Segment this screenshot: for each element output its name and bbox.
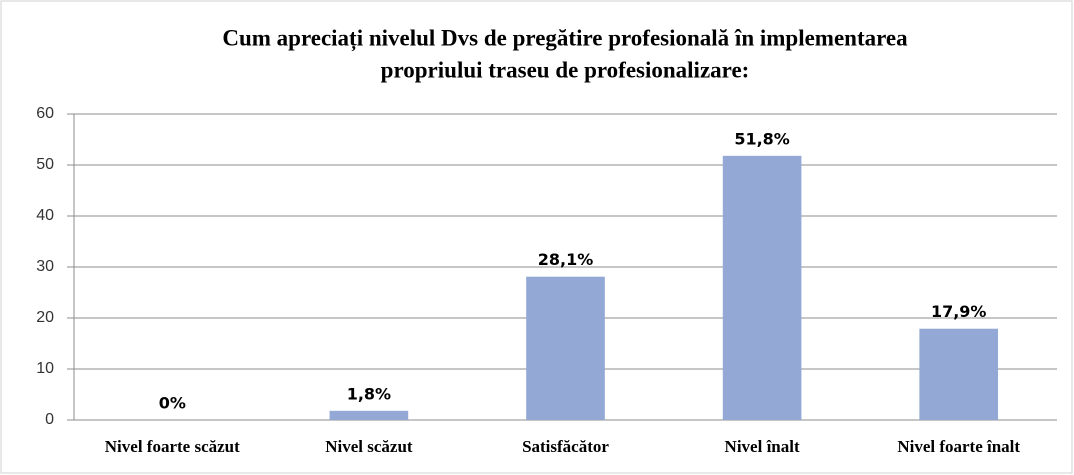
- x-tick-label: Nivel foarte scăzut: [105, 437, 240, 456]
- y-tick-label: 30: [36, 258, 54, 275]
- data-label: 1,8%: [347, 384, 391, 403]
- x-tick-label: Satisfăcător: [522, 437, 609, 456]
- bar: [329, 410, 409, 420]
- y-tick-label: 10: [36, 360, 54, 377]
- x-tick-label: Nivel scăzut: [325, 437, 413, 456]
- y-tick-label: 60: [36, 105, 54, 122]
- data-label: 51,8%: [734, 129, 790, 148]
- y-tick-label: 50: [36, 156, 54, 173]
- x-tick-label: Nivel foarte înalt: [897, 437, 1020, 456]
- y-tick-label: 20: [36, 309, 54, 326]
- y-tick-label: 40: [36, 207, 54, 224]
- bar: [919, 328, 999, 420]
- bar: [722, 155, 802, 420]
- y-tick-label: 0: [45, 411, 54, 428]
- data-label: 17,9%: [931, 302, 987, 321]
- chart-title: propriului traseu de profesionalizare:: [381, 57, 750, 82]
- data-label: 28,1%: [538, 250, 594, 269]
- data-label: 0%: [159, 394, 186, 413]
- x-tick-label: Nivel înalt: [725, 437, 800, 456]
- bar: [526, 276, 605, 420]
- chart-title: Cum apreciați nivelul Dvs de pregătire p…: [222, 25, 908, 51]
